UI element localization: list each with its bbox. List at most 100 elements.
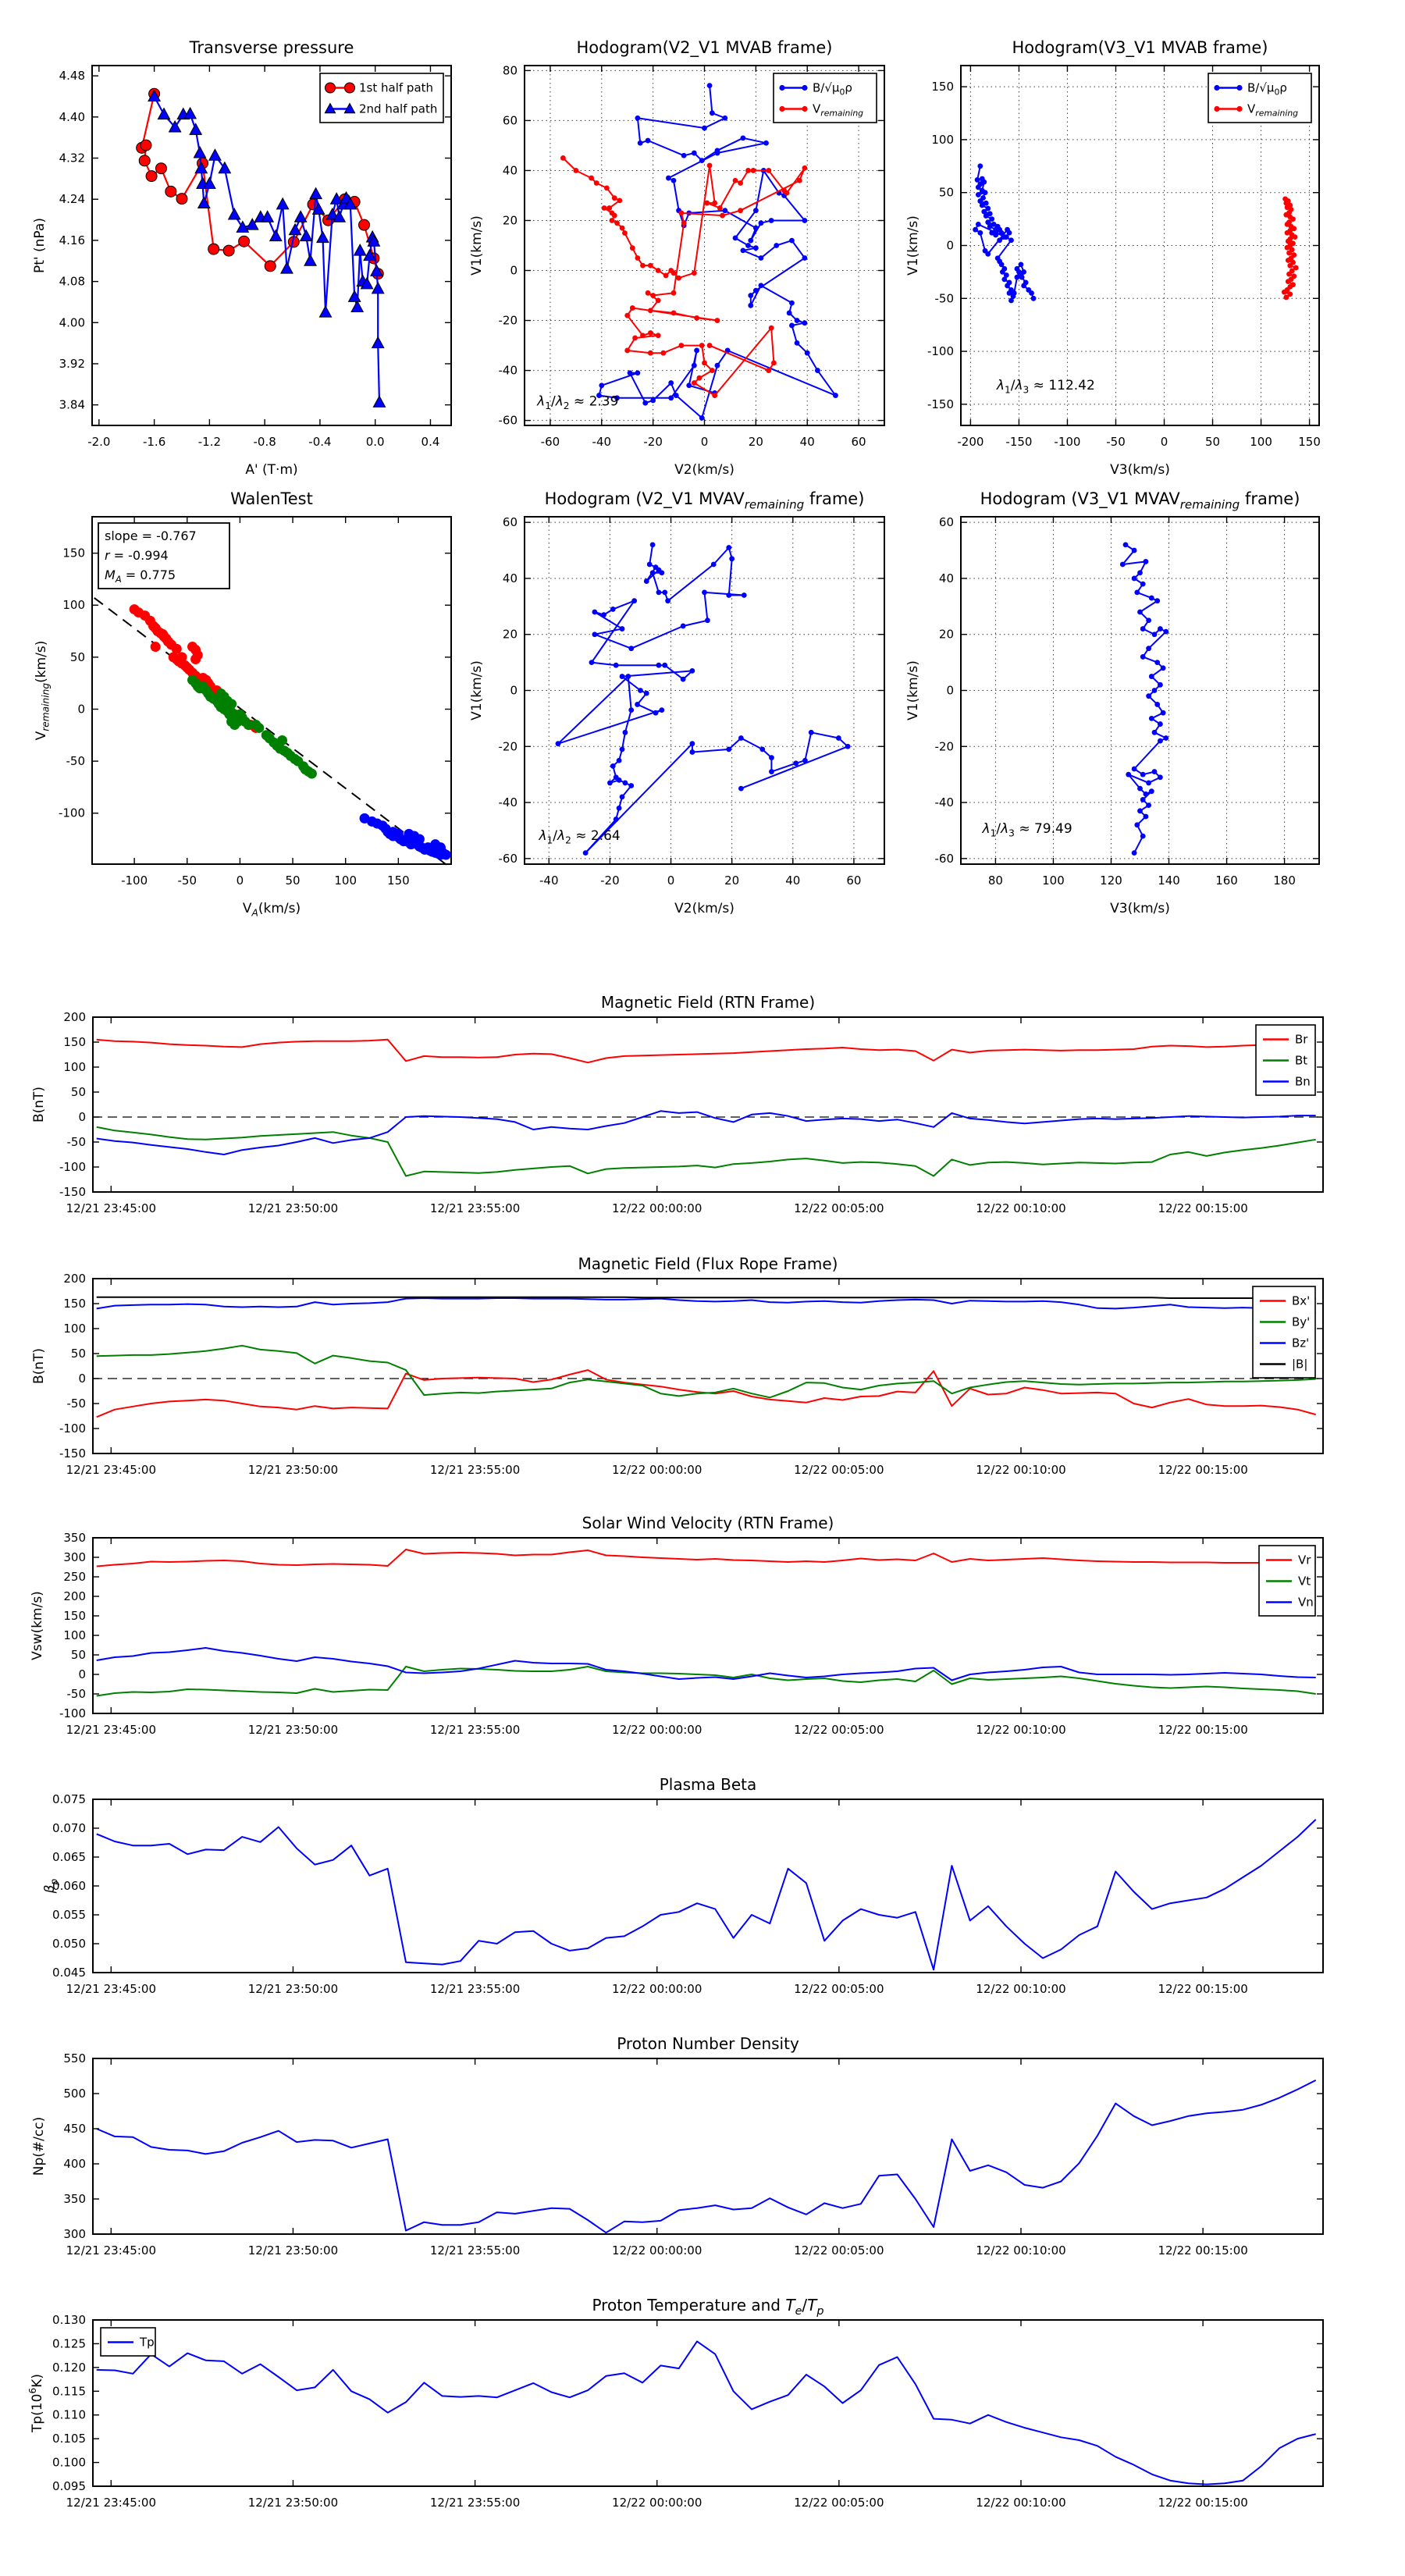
svg-text:-1.2: -1.2 xyxy=(198,435,221,449)
svg-text:50: 50 xyxy=(71,1648,86,1662)
svg-text:12/21 23:55:00: 12/21 23:55:00 xyxy=(430,1201,520,1215)
svg-text:0: 0 xyxy=(667,873,675,888)
panel-magnetic-field-rtn: 12/21 23:45:00 12/21 23:50:00 12/21 23:55:… xyxy=(31,993,1324,1215)
series-fit-line xyxy=(94,597,448,866)
svg-text:V3(km/s): V3(km/s) xyxy=(1110,901,1170,916)
svg-text:0: 0 xyxy=(77,702,85,716)
series-bz-prime xyxy=(96,1297,1316,1315)
svg-text:-20: -20 xyxy=(935,739,955,753)
svg-text:12/22 00:10:00: 12/22 00:10:00 xyxy=(976,2496,1065,2510)
svg-text:12/21 23:45:00: 12/21 23:45:00 xyxy=(66,2496,156,2510)
panel-hodogram-v2v1-mvab: -60 -40 -20 0 20 40 60 -60 -40 -20 0 20 40 60 80 V2(km/… xyxy=(469,38,885,478)
panel-hodogram-v2v1-mvav: -40 -20 0 20 40 60 -60 -40 -20 0 20 40 60 V2(km/s) V1(… xyxy=(469,489,885,916)
svg-text:0.110: 0.110 xyxy=(52,2408,86,2422)
legend-box xyxy=(773,73,877,123)
svg-text:-100: -100 xyxy=(59,806,85,820)
svg-text:550: 550 xyxy=(63,2051,86,2065)
svg-text:V1(km/s): V1(km/s) xyxy=(905,215,921,276)
svg-text:12/21 23:45:00: 12/21 23:45:00 xyxy=(66,1982,156,1996)
series-end-cluster xyxy=(359,813,451,860)
svg-text:400: 400 xyxy=(63,2157,86,2171)
svg-text:0.070: 0.070 xyxy=(52,1821,86,1835)
svg-text:40: 40 xyxy=(503,571,518,585)
svg-text:-20: -20 xyxy=(499,314,518,328)
svg-text:12/22 00:00:00: 12/22 00:00:00 xyxy=(612,1723,702,1737)
svg-text:100: 100 xyxy=(334,873,357,888)
svg-text:60: 60 xyxy=(846,873,861,888)
svg-text:40: 40 xyxy=(939,571,954,585)
series-b-hodogram xyxy=(973,163,1037,304)
svg-text:VA(km/s): VA(km/s) xyxy=(243,901,301,918)
svg-text:200: 200 xyxy=(63,1589,86,1603)
svg-text:20: 20 xyxy=(503,213,518,227)
svg-text:0.4: 0.4 xyxy=(422,435,440,449)
svg-text:300: 300 xyxy=(63,2227,86,2241)
svg-text:60: 60 xyxy=(503,515,518,529)
svg-text:Vremaining(km/s): Vremaining(km/s) xyxy=(34,641,51,741)
svg-text:200: 200 xyxy=(63,1272,86,1286)
svg-text:MA = 0.775: MA = 0.775 xyxy=(105,568,176,585)
svg-text:12/21 23:55:00: 12/21 23:55:00 xyxy=(430,1723,520,1737)
svg-text:-40: -40 xyxy=(539,873,559,888)
series-br xyxy=(96,1038,1316,1064)
svg-text:0.065: 0.065 xyxy=(52,1850,86,1864)
svg-text:Bn: Bn xyxy=(1295,1075,1311,1089)
svg-text:12/22 00:00:00: 12/22 00:00:00 xyxy=(612,2243,702,2258)
svg-text:0: 0 xyxy=(701,435,709,449)
svg-text:-50: -50 xyxy=(935,291,955,305)
svg-text:50: 50 xyxy=(70,650,85,664)
svg-text:50: 50 xyxy=(939,186,954,200)
svg-text:450: 450 xyxy=(63,2122,86,2136)
svg-text:50: 50 xyxy=(71,1085,86,1099)
svg-text:4.32: 4.32 xyxy=(59,151,85,165)
svg-text:0.105: 0.105 xyxy=(52,2432,86,2446)
svg-text:Vr: Vr xyxy=(1298,1553,1311,1567)
panel-magnetic-field-flux-rope: 12/21 23:45:00 12/21 23:50:00 12/21 23:55:… xyxy=(31,1254,1324,1477)
svg-text:Magnetic Field (Flux Rope Fram: Magnetic Field (Flux Rope Frame) xyxy=(578,1254,838,1273)
panel-proton-number-density: 12/21 23:45:00 12/21 23:50:00 12/21 23:55:… xyxy=(31,2034,1324,2258)
svg-text:0.045: 0.045 xyxy=(52,1966,86,1980)
svg-text:Bt: Bt xyxy=(1295,1054,1307,1068)
svg-text:12/22 00:15:00: 12/22 00:15:00 xyxy=(1158,1463,1247,1477)
svg-text:12/21 23:45:00: 12/21 23:45:00 xyxy=(66,2243,156,2258)
svg-text:12/22 00:05:00: 12/22 00:05:00 xyxy=(794,1723,884,1737)
svg-text:|B|: |B| xyxy=(1292,1357,1307,1372)
svg-text:100: 100 xyxy=(63,1060,86,1074)
svg-text:V2(km/s): V2(km/s) xyxy=(674,462,735,478)
svg-text:350: 350 xyxy=(63,1531,86,1545)
svg-text:80: 80 xyxy=(503,63,518,77)
svg-text:-20: -20 xyxy=(600,873,620,888)
svg-text:Hodogram (V2_V1 MVAVremaining: Hodogram (V2_V1 MVAVremaining frame) xyxy=(545,489,865,511)
svg-text:100: 100 xyxy=(931,133,954,147)
svg-text:Bx': Bx' xyxy=(1292,1294,1310,1308)
series-v-hodogram xyxy=(555,542,851,856)
legend-box xyxy=(1208,73,1312,123)
panel-walen-test: -100 -50 0 50 100 150 -100 -50 0 50 100 150 VA(km/s)… xyxy=(34,489,452,918)
svg-text:20: 20 xyxy=(939,628,954,642)
svg-text:12/21 23:55:00: 12/21 23:55:00 xyxy=(430,1463,520,1477)
svg-text:250: 250 xyxy=(63,1570,86,1584)
svg-text:0: 0 xyxy=(78,1667,86,1681)
svg-text:0.130: 0.130 xyxy=(52,2313,86,2327)
svg-text:B/√μ0ρ: B/√μ0ρ xyxy=(1247,81,1287,98)
svg-text:150: 150 xyxy=(931,80,954,94)
svg-text:Bz': Bz' xyxy=(1292,1336,1309,1350)
legend-box xyxy=(319,73,444,123)
svg-text:slope = -0.767: slope = -0.767 xyxy=(105,528,197,543)
series-v-hodogram xyxy=(1281,196,1299,301)
svg-text:4.08: 4.08 xyxy=(59,275,85,289)
svg-text:100: 100 xyxy=(1042,873,1065,888)
svg-text:Proton Number Density: Proton Number Density xyxy=(617,2034,799,2053)
svg-text:12/22 00:10:00: 12/22 00:10:00 xyxy=(976,2243,1065,2258)
svg-text:-20: -20 xyxy=(499,739,518,753)
svg-text:Proton Temperature and Te/Tp: Proton Temperature and Te/Tp xyxy=(592,2296,823,2318)
svg-text:-50: -50 xyxy=(67,1135,87,1149)
svg-text:-40: -40 xyxy=(592,435,612,449)
svg-text:60: 60 xyxy=(939,515,954,529)
svg-text:λ1/λ3 ≈ 112.42: λ1/λ3 ≈ 112.42 xyxy=(996,378,1095,395)
svg-text:Transverse pressure: Transverse pressure xyxy=(189,38,354,57)
svg-text:-150: -150 xyxy=(1005,435,1032,449)
svg-text:-100: -100 xyxy=(927,344,954,358)
svg-text:50: 50 xyxy=(71,1347,86,1361)
svg-text:12/22 00:05:00: 12/22 00:05:00 xyxy=(794,1463,884,1477)
